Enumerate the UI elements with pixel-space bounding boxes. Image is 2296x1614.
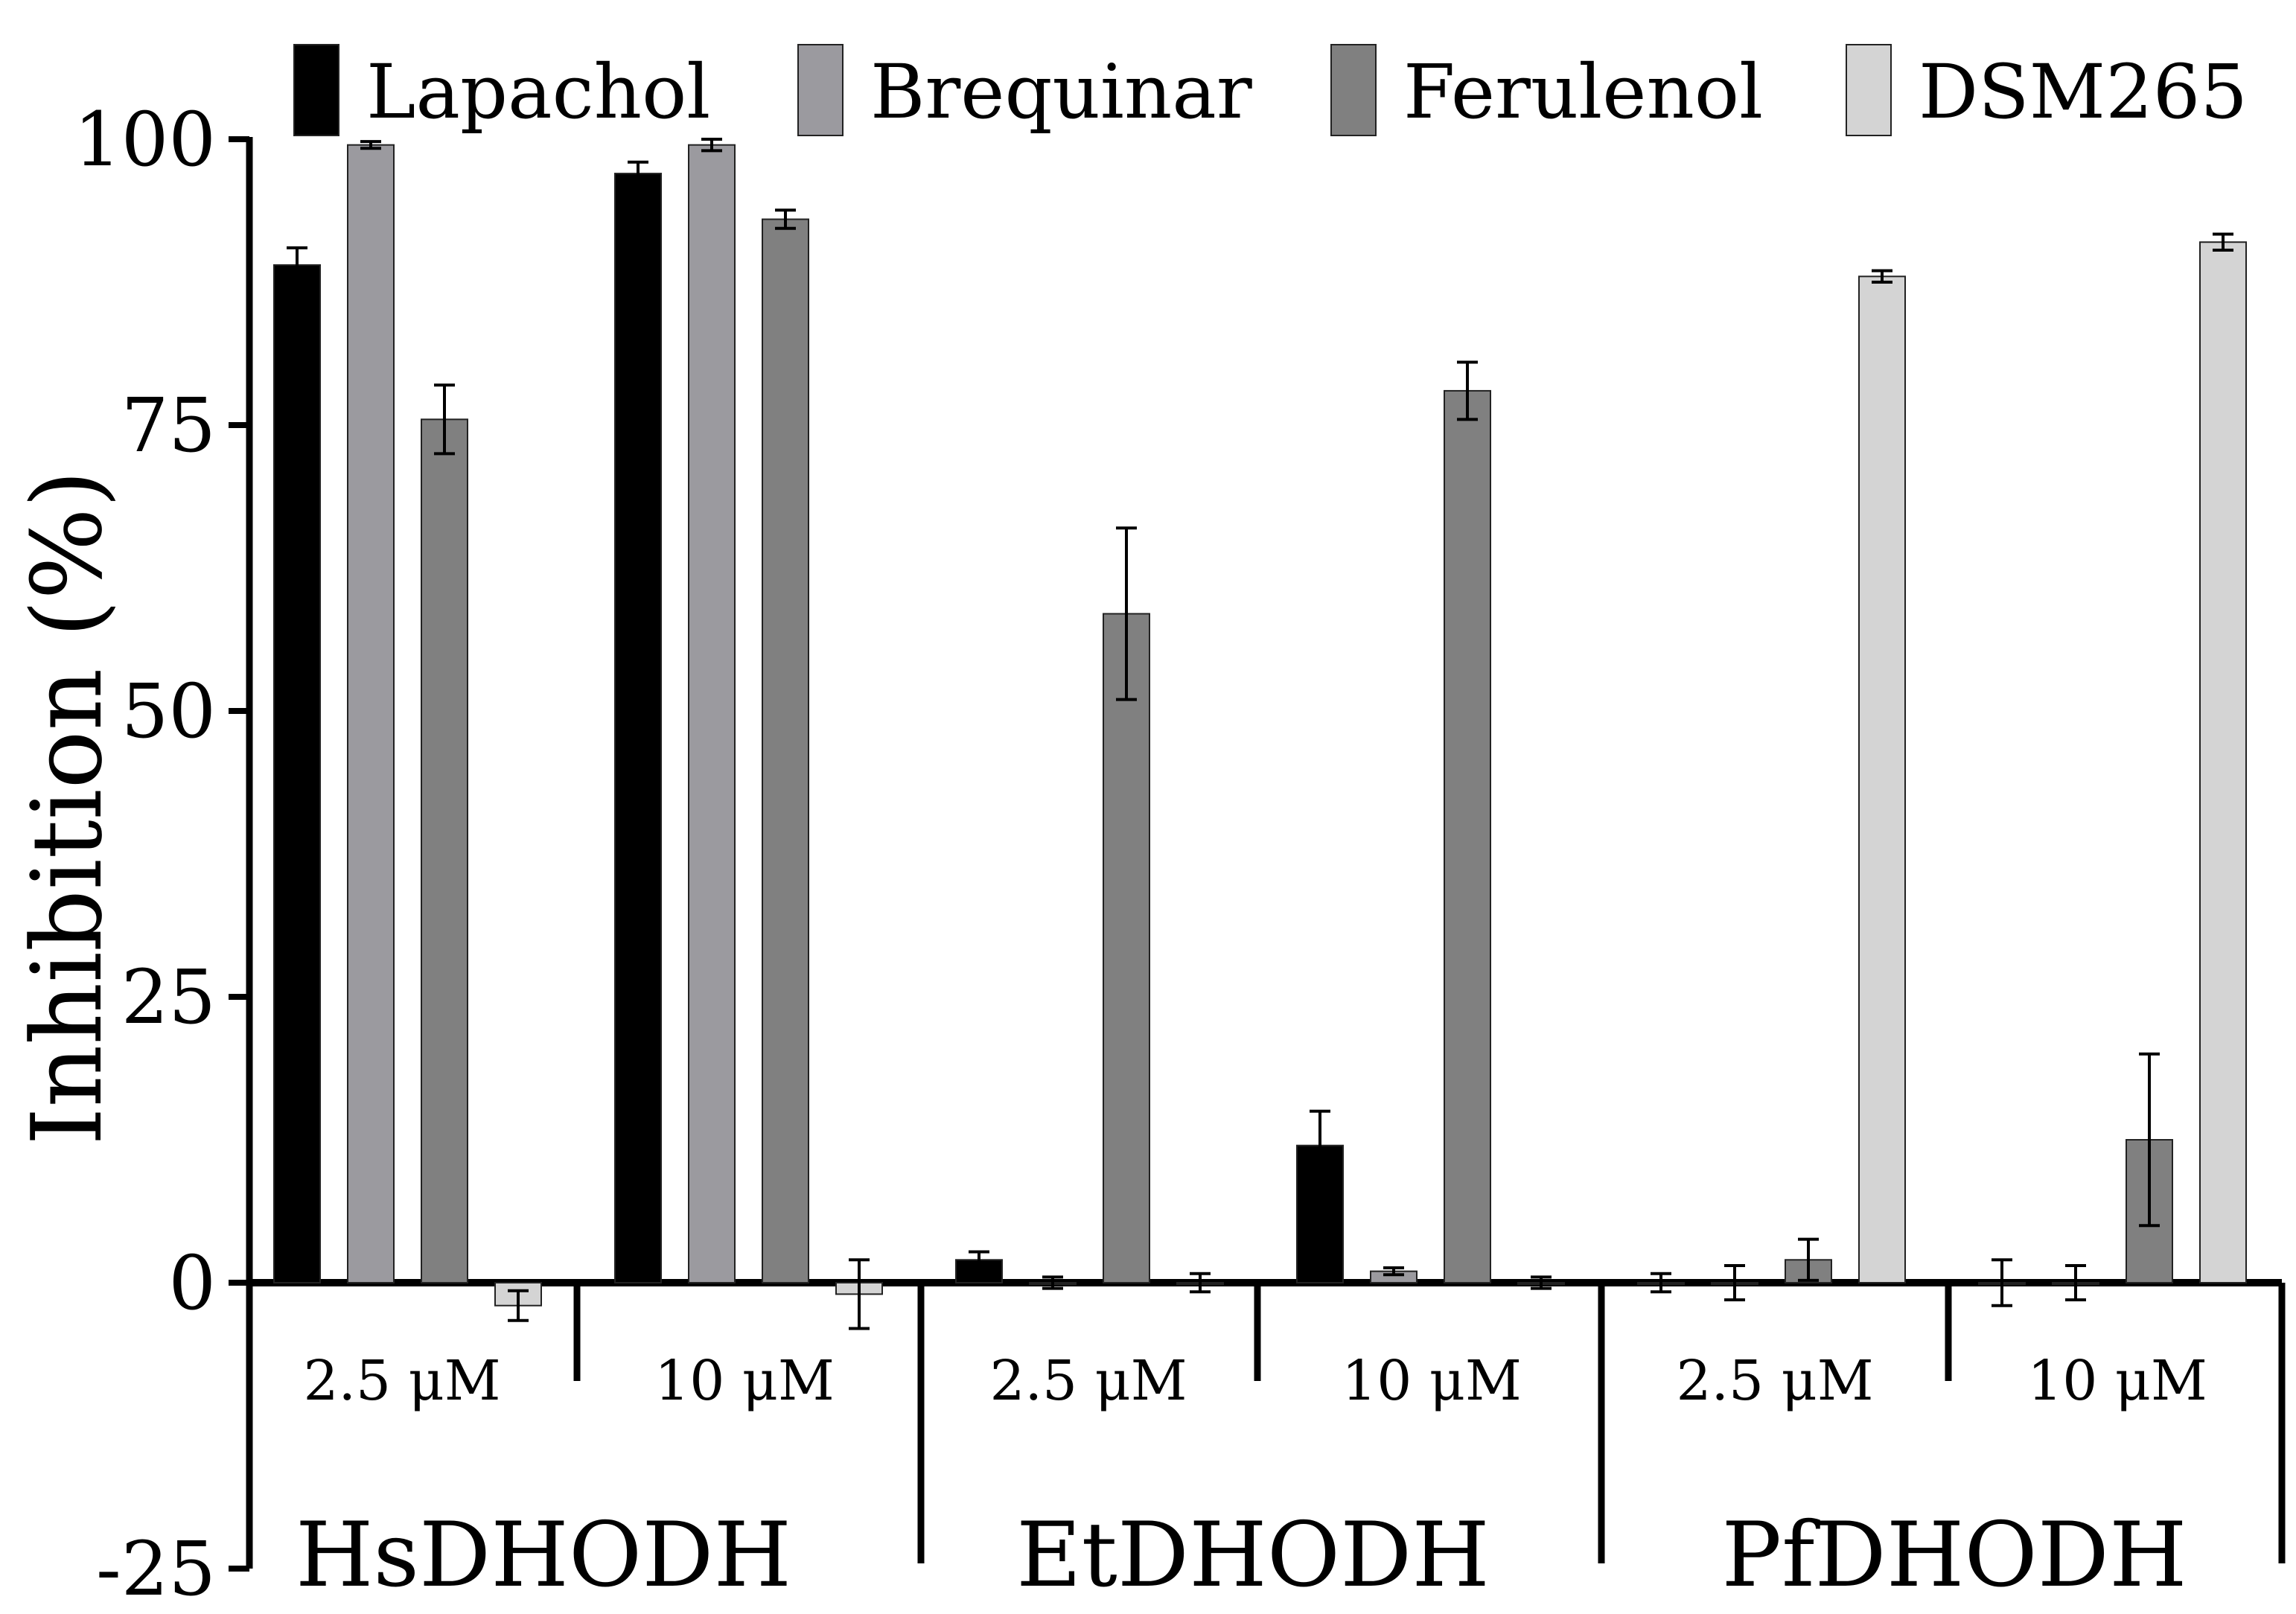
legend-label: Brequinar — [870, 48, 1252, 135]
bar — [614, 173, 662, 1284]
legend-swatch — [1330, 44, 1377, 136]
bar — [762, 218, 809, 1283]
bar — [347, 144, 395, 1283]
bar — [273, 264, 321, 1284]
concentration-label: 2.5 μM — [989, 1349, 1187, 1413]
concentration-label: 10 μM — [654, 1349, 835, 1413]
y-tick-label: 100 — [74, 96, 216, 183]
legend: Lapachol Brequinar Ferulenol DSM265 — [293, 44, 2248, 136]
bar — [2199, 241, 2247, 1283]
legend-swatch — [797, 44, 844, 136]
bar — [1103, 613, 1150, 1283]
legend-label: DSM265 — [1919, 48, 2248, 135]
bar — [1444, 389, 1491, 1283]
bars — [273, 138, 2247, 1330]
legend-label: Lapachol — [366, 48, 710, 135]
y-tick-label: -25 — [96, 1525, 216, 1613]
y-tick-label: 25 — [121, 954, 216, 1041]
group-label: PfDHODH — [1721, 1504, 2187, 1607]
y-tick-label: 0 — [168, 1240, 216, 1327]
y-axis-label: Inhibition (%) — [10, 470, 124, 1145]
concentration-label: 2.5 μM — [303, 1349, 500, 1413]
legend-label: Ferulenol — [1403, 48, 1763, 135]
group-label: EtDHODH — [1016, 1504, 1490, 1607]
bar — [688, 144, 736, 1283]
legend-swatch — [293, 44, 339, 136]
axes: 100 75 50 25 0 -25 — [74, 96, 2286, 1613]
group-label: HsDHODH — [296, 1504, 791, 1607]
concentration-label: 10 μM — [2027, 1349, 2207, 1413]
bar — [421, 418, 468, 1284]
bar — [1858, 275, 1906, 1284]
x-labels: 2.5 μM 10 μM 2.5 μM 10 μM 2.5 μM 10 μM HsDHODH… — [296, 1349, 2207, 1607]
concentration-label: 2.5 μM — [1676, 1349, 1873, 1413]
y-tick-label: 50 — [121, 668, 216, 755]
concentration-label: 10 μM — [1342, 1349, 1522, 1413]
y-tick-label: 75 — [121, 382, 216, 469]
legend-swatch — [1846, 44, 1892, 136]
